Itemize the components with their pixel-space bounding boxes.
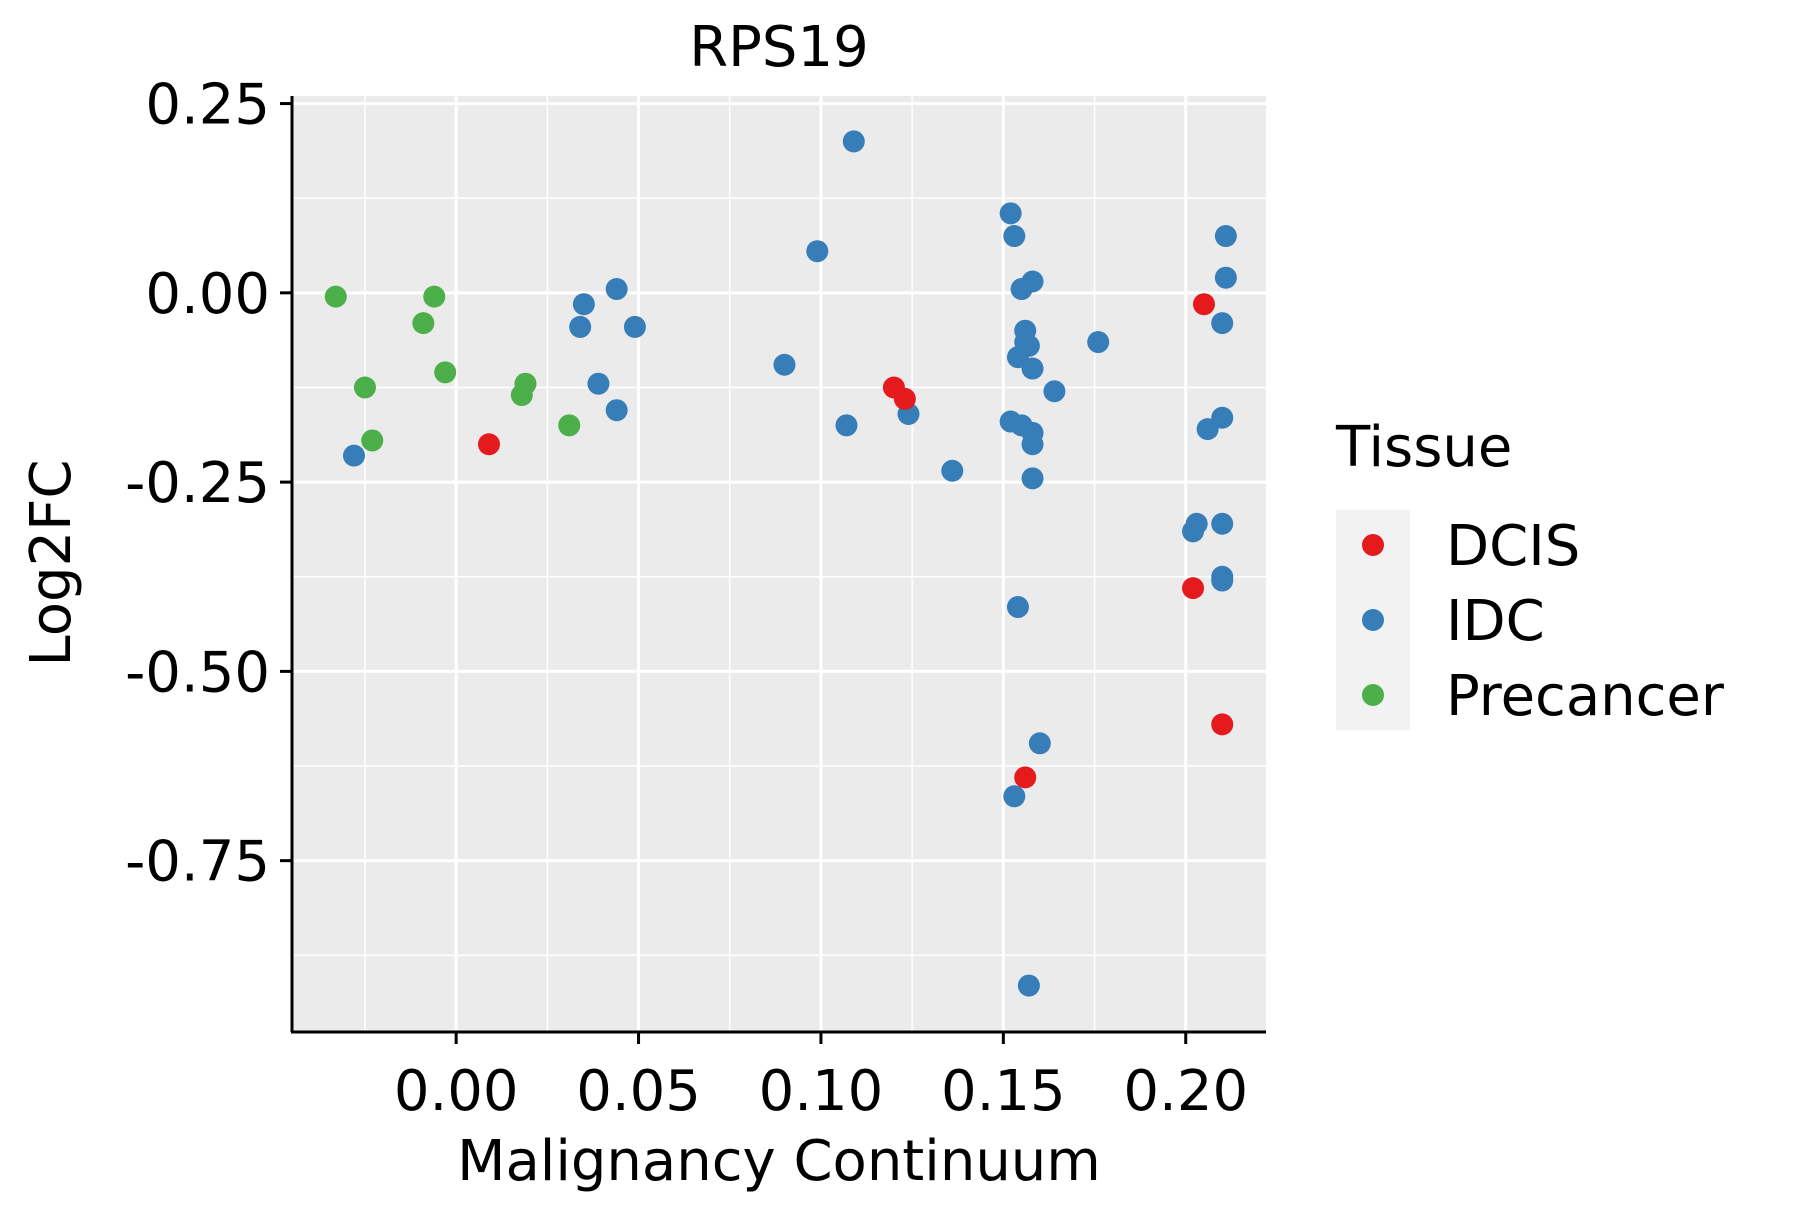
data-point-precancer — [434, 361, 457, 384]
legend-key-idc — [1362, 609, 1384, 631]
data-point-idc — [1211, 569, 1234, 592]
y-tick-label: -0.50 — [125, 640, 270, 705]
legend-items: DCIS IDC Precancer — [1362, 514, 1725, 729]
major-grid — [292, 96, 1266, 1031]
data-point-precancer — [514, 372, 537, 395]
data-points — [324, 130, 1237, 997]
data-point-idc — [1021, 270, 1044, 293]
data-point-precancer — [412, 312, 435, 335]
legend-key-precancer — [1362, 684, 1384, 706]
data-point-idc — [605, 399, 628, 422]
data-point-idc — [1211, 406, 1234, 429]
data-point-idc — [1087, 331, 1110, 354]
data-point-idc — [587, 372, 610, 395]
x-tick-label: 0.00 — [394, 1059, 519, 1124]
x-axis-ticks: 0.00 0.05 0.10 0.15 0.20 — [394, 1032, 1248, 1124]
data-point-idc — [1043, 380, 1066, 403]
data-point-idc — [999, 202, 1022, 225]
x-tick-label: 0.05 — [576, 1059, 701, 1124]
data-point-idc — [1017, 334, 1040, 357]
data-point-idc — [1021, 357, 1044, 380]
legend-key-dcis — [1362, 534, 1384, 556]
x-tick-label: 0.20 — [1123, 1059, 1248, 1124]
data-point-idc — [572, 293, 595, 316]
legend: Tissue DCIS IDC Precancer — [1335, 415, 1725, 730]
data-point-idc — [1021, 467, 1044, 490]
data-point-idc — [773, 353, 796, 376]
x-tick-label: 0.10 — [759, 1059, 884, 1124]
minor-grid — [292, 96, 1266, 1031]
data-point-dcis — [893, 387, 916, 410]
y-axis-ticks: 0.25 0.00 -0.25 -0.50 -0.75 — [125, 73, 292, 895]
data-point-idc — [1028, 732, 1051, 755]
data-point-idc — [569, 315, 592, 338]
data-point-idc — [941, 459, 964, 482]
data-point-idc — [1185, 512, 1208, 535]
chart-title: RPS19 — [689, 15, 868, 80]
data-point-dcis — [1014, 766, 1037, 789]
x-tick-label: 0.15 — [941, 1059, 1066, 1124]
data-point-idc — [1211, 512, 1234, 535]
data-point-dcis — [1182, 577, 1205, 600]
legend-label-dcis: DCIS — [1446, 514, 1580, 579]
legend-label-precancer: Precancer — [1446, 664, 1725, 729]
data-point-precancer — [558, 414, 581, 437]
plot-panel — [292, 96, 1266, 1031]
data-point-idc — [1003, 225, 1026, 248]
data-point-dcis — [477, 433, 500, 456]
y-tick-label: 0.00 — [145, 262, 270, 327]
y-tick-label: -0.25 — [125, 451, 270, 516]
data-point-dcis — [1211, 713, 1234, 736]
data-point-idc — [1211, 312, 1234, 335]
data-point-idc — [1214, 266, 1237, 289]
data-point-idc — [605, 278, 628, 301]
y-tick-label: 0.25 — [145, 73, 270, 138]
data-point-idc — [623, 315, 646, 338]
data-point-idc — [842, 130, 865, 153]
data-point-idc — [1003, 785, 1026, 808]
data-point-idc — [806, 240, 829, 263]
data-point-precancer — [324, 285, 347, 308]
data-point-precancer — [361, 429, 384, 452]
data-point-dcis — [1192, 293, 1215, 316]
y-axis-title: Log2FC — [19, 460, 84, 667]
data-point-precancer — [353, 376, 376, 399]
y-tick-label: -0.75 — [125, 830, 270, 895]
data-point-idc — [1214, 225, 1237, 248]
data-point-idc — [343, 444, 366, 467]
x-axis-title: Malignancy Continuum — [457, 1129, 1101, 1194]
legend-title: Tissue — [1335, 415, 1512, 480]
data-point-idc — [1006, 596, 1029, 619]
legend-label-idc: IDC — [1446, 589, 1545, 654]
data-point-idc — [1021, 433, 1044, 456]
data-point-idc — [835, 414, 858, 437]
data-point-precancer — [423, 285, 446, 308]
data-point-idc — [1017, 974, 1040, 997]
